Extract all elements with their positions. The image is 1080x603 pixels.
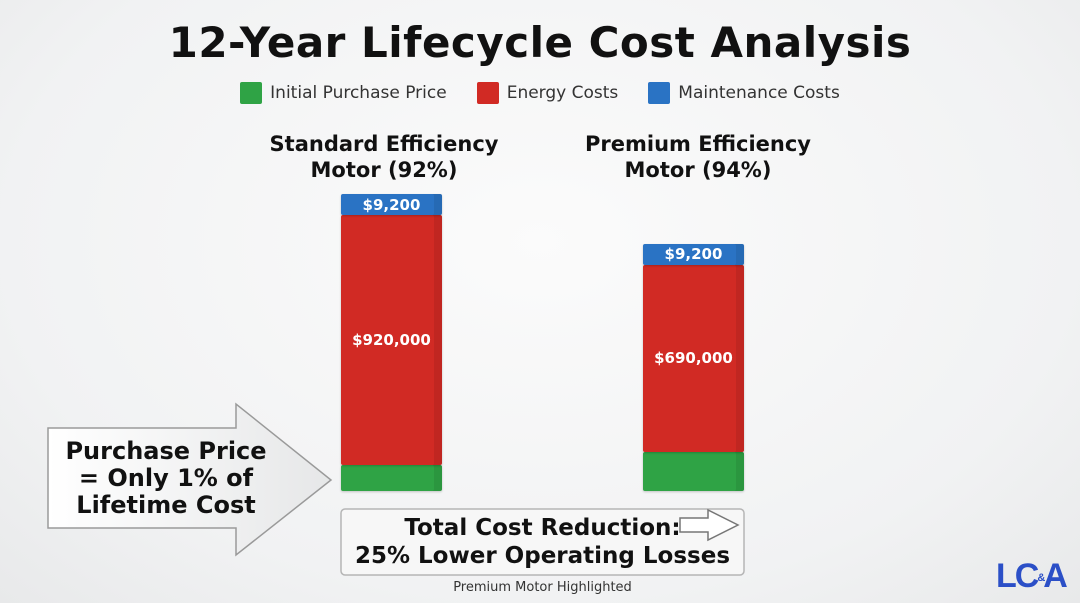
legend: Initial Purchase Price Energy Costs Main… [0,82,1080,104]
callout-text: Purchase Price = Only 1% of Lifetime Cos… [56,438,276,519]
reduction-line: Total Cost Reduction: [404,515,681,541]
legend-swatch [240,82,263,104]
category-label-standard: Standard Efficiency Motor (92%) [234,131,534,183]
bar-segment-energy-costs: $690,000 [643,264,744,452]
purchase-price-callout: Purchase Price = Only 1% of Lifetime Cos… [46,402,336,557]
bar-segment-maintenance-costs: $9,200 [643,243,744,265]
callout-line: Lifetime Cost [76,491,256,519]
legend-label: Initial Purchase Price [270,83,447,103]
category-label-premium: Premium Efficiency Motor (94%) [548,131,848,183]
category-line: Premium Efficiency [585,132,811,156]
data-label: $9,200 [664,245,723,263]
footnote: Premium Motor Highlighted [453,580,632,595]
legend-label: Maintenance Costs [678,83,840,103]
bar-segment-initial-purchase-price [341,465,442,491]
reduction-text: Total Cost Reduction: 25% Lower Operatin… [340,514,745,570]
legend-item-maintenance: Maintenance Costs [648,82,840,104]
company-logo: LC&A [996,557,1068,595]
category-line: Standard Efficiency [269,132,499,156]
callout-line: Purchase Price [65,437,267,465]
reduction-line: 25% Lower Operating Losses [354,543,731,569]
data-label: $690,000 [654,349,733,368]
callout-line: = Only 1% of [78,464,254,492]
bar-segment-maintenance-costs: $9,200 [341,194,442,215]
legend-item-purchase: Initial Purchase Price [240,82,447,104]
legend-item-energy: Energy Costs [476,82,619,104]
arrow-right-icon [47,402,333,557]
data-label: $9,200 [362,195,421,214]
category-line: Motor (94%) [624,158,772,182]
chart-title: 12-Year Lifecycle Cost Analysis [168,18,912,67]
bar-segment-energy-costs: $920,000 [341,215,442,465]
legend-swatch [648,82,671,104]
legend-swatch [476,82,499,104]
bar-segment-initial-purchase-price [643,452,744,491]
data-label: $920,000 [352,331,431,349]
legend-label: Energy Costs [506,83,619,103]
category-line: Motor (92%) [310,158,458,182]
cost-reduction-banner: Total Cost Reduction: 25% Lower Operatin… [340,508,745,576]
arrow-right-icon [340,508,745,576]
